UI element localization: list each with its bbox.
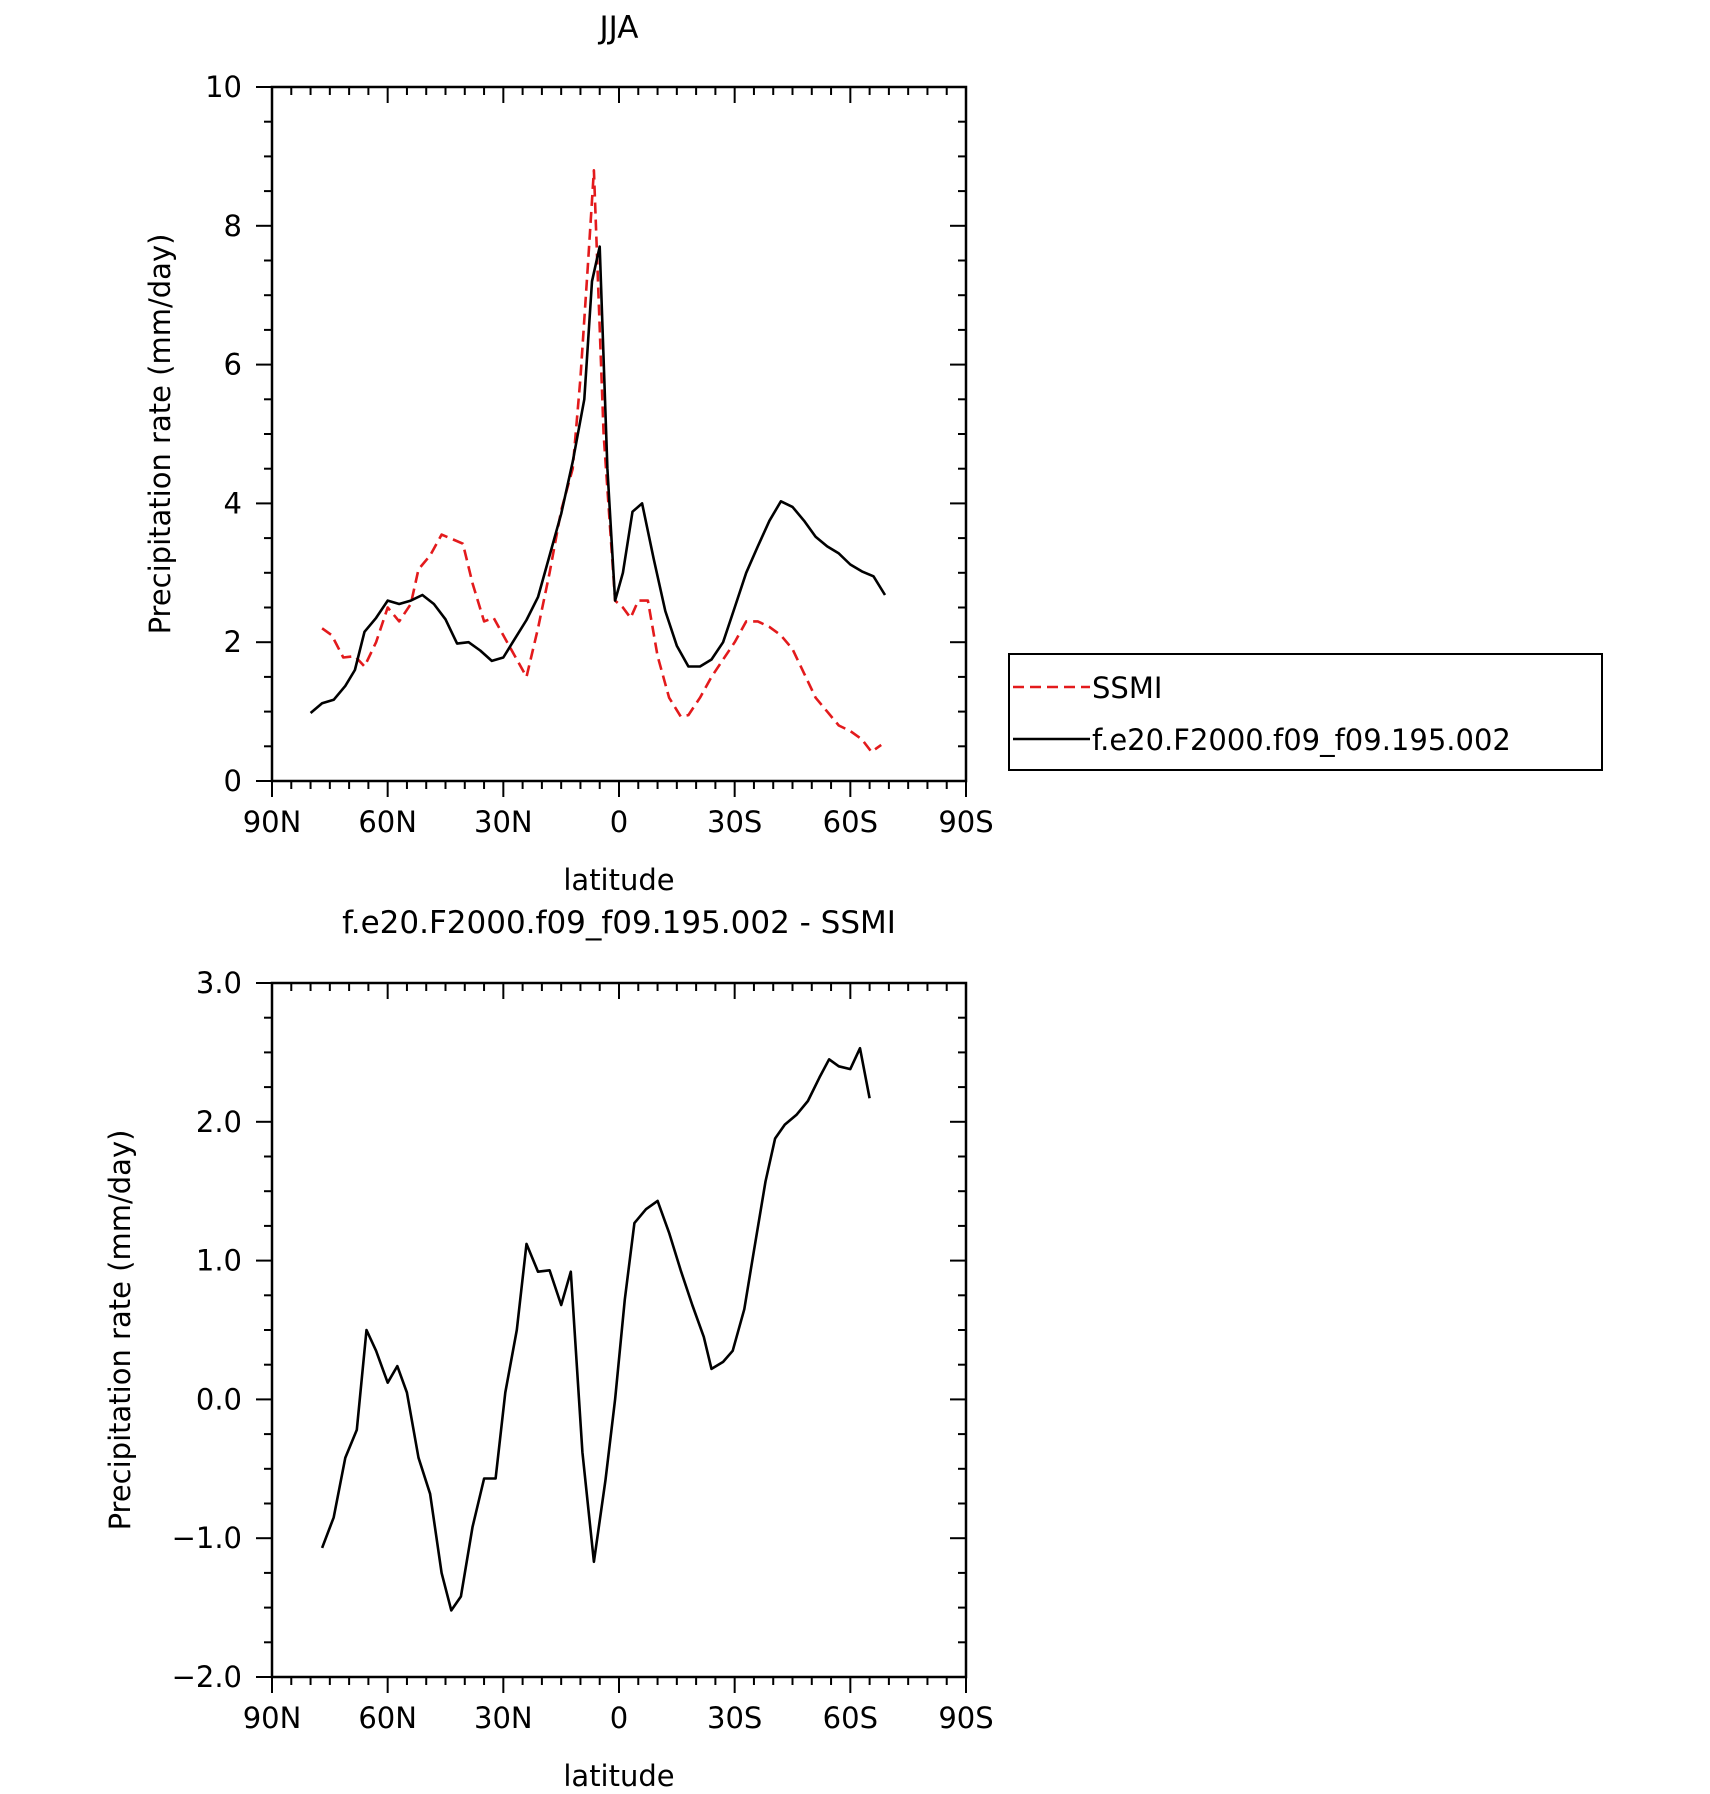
legend: SSMI f.e20.F2000.f09_f09.195.002: [1008, 653, 1603, 771]
series-line-difference: [320, 1046, 871, 1612]
ticks-layer: 90N 60N 30N 0 30S 60S 90S −2.0 −1.0 0.0 1.0 2.0 3.0: [172, 966, 994, 1735]
x-tick-label: 0: [610, 1701, 628, 1735]
x-tick-label: 90S: [938, 805, 993, 839]
y-tick-label: −2.0: [172, 1660, 242, 1694]
x-axis-label: latitude: [563, 1759, 674, 1793]
x-tick-label: 30N: [474, 805, 533, 839]
x-tick-label: 90S: [938, 1701, 993, 1735]
y-axis-label: Precipitation rate (mm/day): [143, 234, 177, 635]
y-tick-label: −1.0: [172, 1521, 242, 1555]
y-tick-label: 8: [224, 209, 242, 243]
y-tick-label: 2.0: [196, 1105, 242, 1139]
x-tick-label: 60S: [823, 1701, 878, 1735]
x-tick-label: 60S: [823, 805, 878, 839]
y-tick-label: 6: [224, 348, 242, 382]
y-tick-label: 1.0: [196, 1244, 242, 1278]
x-axis-label: latitude: [563, 863, 674, 897]
series-layer: [320, 1046, 871, 1612]
chart-title: JJA: [598, 10, 639, 46]
x-tick-label: 60N: [358, 1701, 417, 1735]
x-tick-label: 90N: [243, 1701, 302, 1735]
ticks-layer: 90N 60N 30N 0 30S 60S 90S 0 2 4 6 8 10: [205, 70, 994, 839]
x-tick-label: 30S: [707, 1701, 762, 1735]
y-axis-label: Precipitation rate (mm/day): [103, 1130, 137, 1531]
legend-box: [1008, 653, 1603, 771]
x-tick-label: 30S: [707, 805, 762, 839]
difference-panel: f.e20.F2000.f09_f09.195.002 - SSMI 90N 60…: [103, 905, 994, 1793]
y-tick-label: 0.0: [196, 1382, 242, 1416]
plot-frame: [270, 981, 968, 1679]
y-tick-label: 0: [224, 764, 242, 798]
y-tick-label: 3.0: [196, 966, 242, 1000]
legend-label-ssmi: SSMI: [1092, 671, 1162, 705]
chart-title: f.e20.F2000.f09_f09.195.002 - SSMI: [342, 905, 896, 941]
series-layer: [309, 169, 887, 754]
y-tick-label: 2: [224, 625, 242, 659]
x-tick-label: 90N: [243, 805, 302, 839]
plot-frame: [270, 85, 968, 783]
series-line-model: [309, 245, 887, 714]
legend-label-model: f.e20.F2000.f09_f09.195.002: [1092, 723, 1511, 757]
y-tick-label: 4: [224, 486, 242, 520]
x-tick-label: 0: [610, 805, 628, 839]
series-line-ssmi: [321, 169, 882, 754]
x-tick-label: 30N: [474, 1701, 533, 1735]
x-tick-label: 60N: [358, 805, 417, 839]
y-tick-label: 10: [205, 70, 242, 104]
